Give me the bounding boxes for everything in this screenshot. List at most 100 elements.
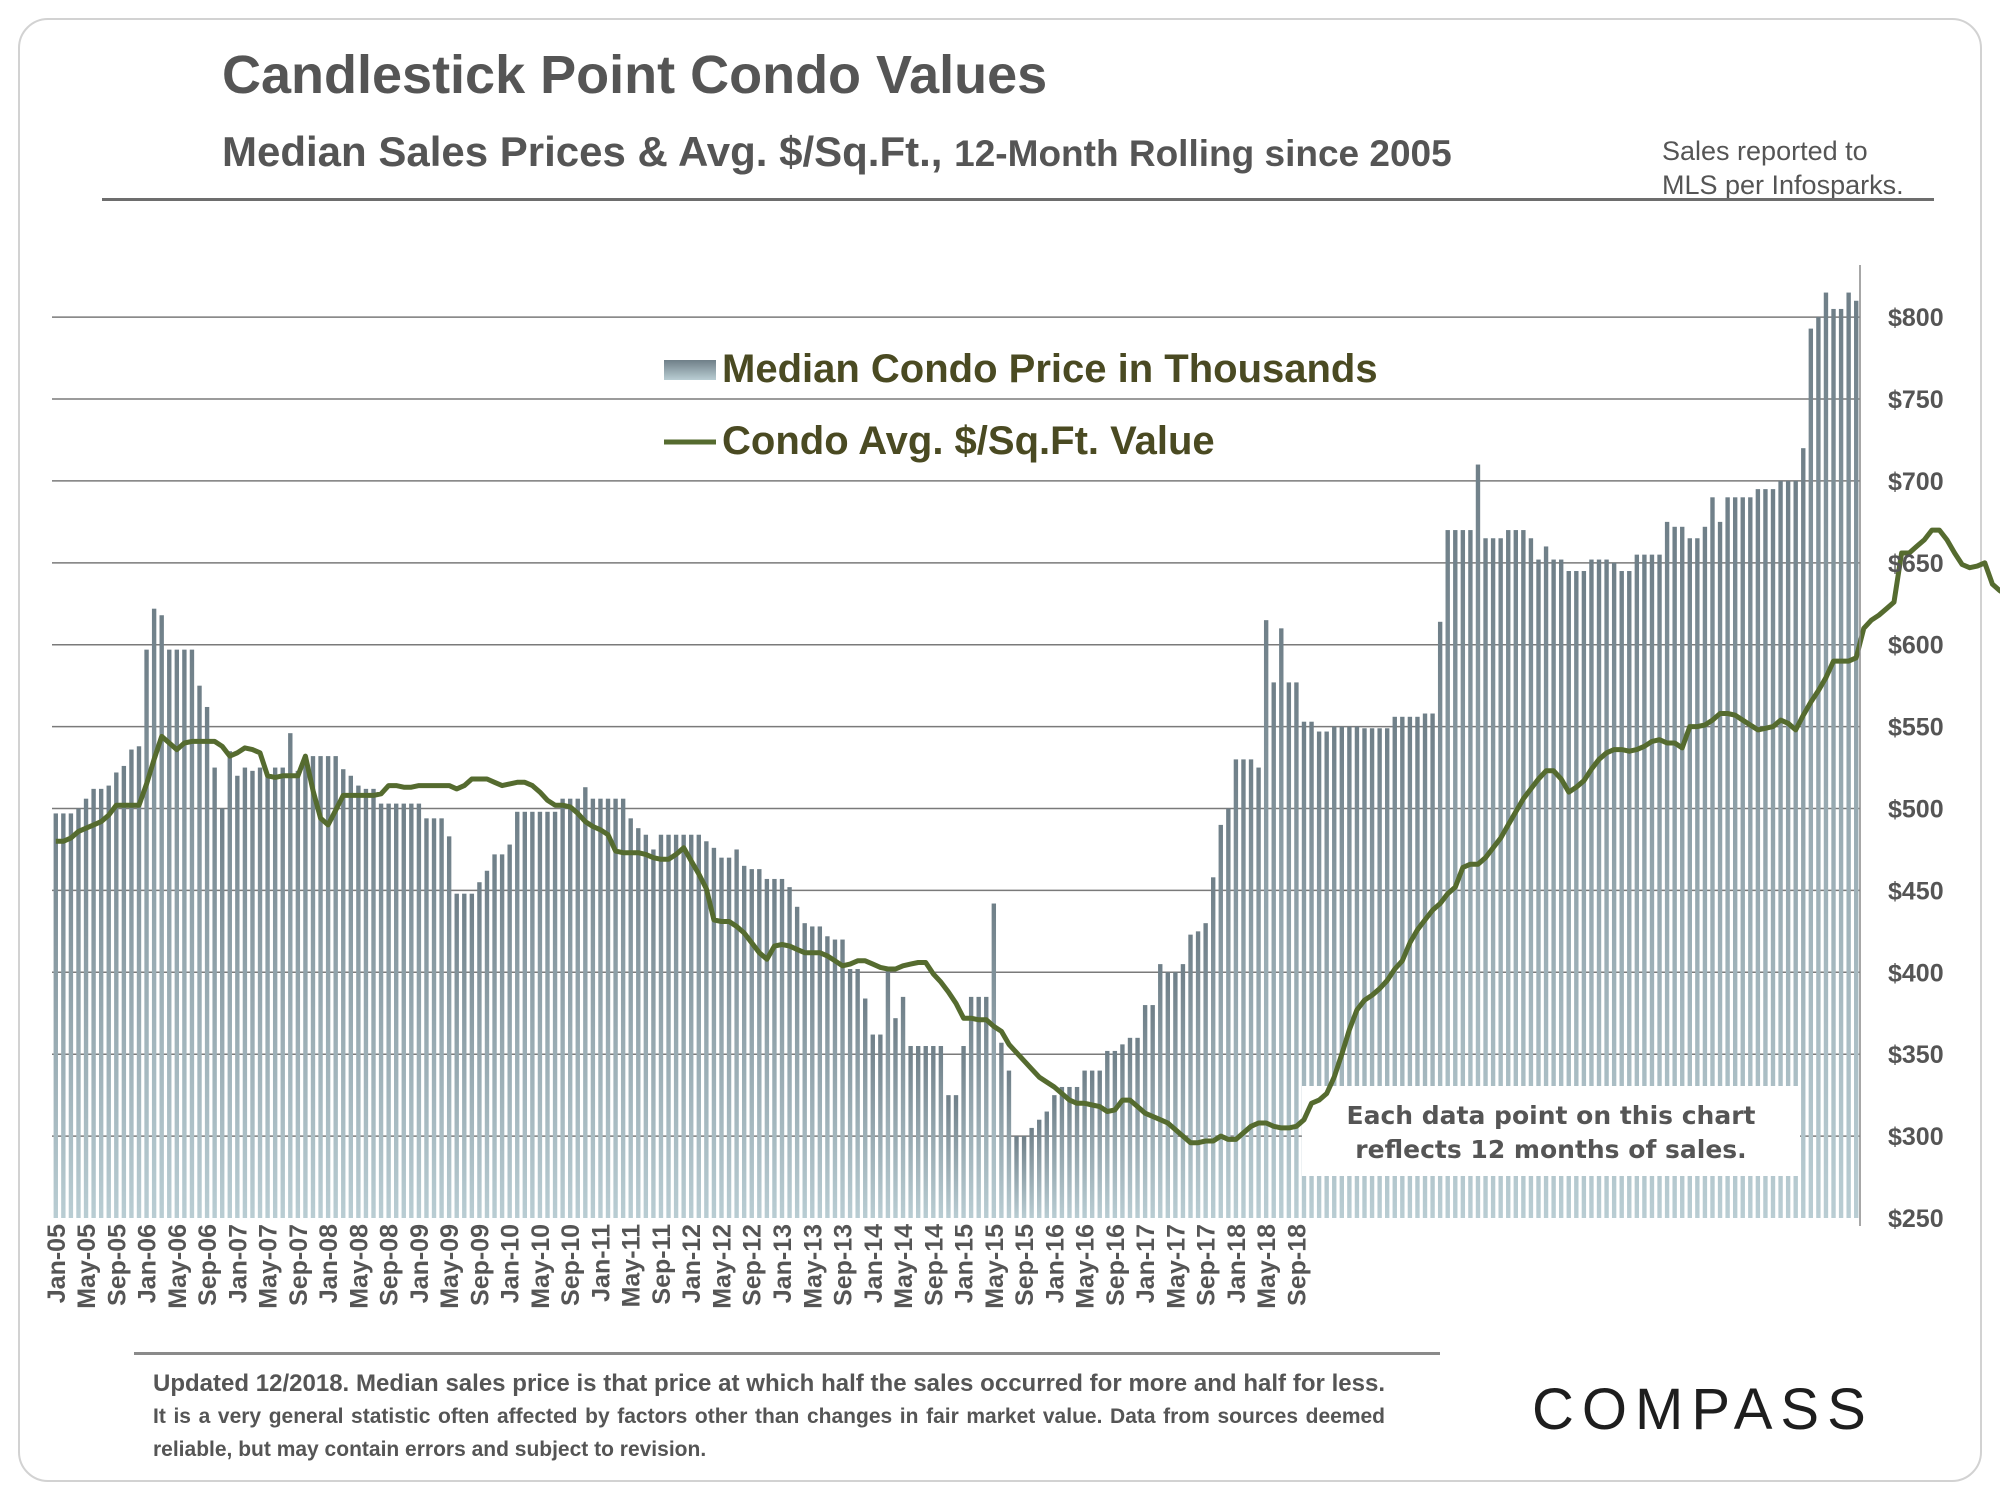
bar-85 (696, 834, 701, 1218)
bar-189 (1483, 538, 1488, 1218)
x-tick-label-12: Jan-09 (406, 1224, 434, 1303)
bar-82 (673, 834, 679, 1218)
bar-218 (1702, 526, 1708, 1218)
bar-140 (1112, 1050, 1118, 1218)
bar-138 (1097, 1070, 1102, 1218)
bar-133 (1059, 1086, 1065, 1218)
bar-211 (1649, 554, 1655, 1218)
x-tick-label-5: Sep-06 (194, 1224, 222, 1306)
bar-32 (295, 770, 301, 1218)
bar-220 (1717, 521, 1723, 1218)
y-tick-label-400: $400 (1888, 959, 1944, 987)
bar-10 (129, 749, 134, 1218)
bar-159 (1256, 767, 1261, 1218)
bar-202 (1581, 571, 1587, 1218)
bar-100 (810, 926, 815, 1218)
bar-212 (1657, 554, 1662, 1218)
bar-33 (303, 759, 308, 1218)
bar-6 (98, 788, 104, 1218)
x-tick-label-38: Sep-17 (1193, 1224, 1221, 1306)
bar-178 (1400, 716, 1405, 1218)
bar-130 (1037, 1119, 1042, 1218)
bar-129 (1029, 1127, 1034, 1218)
bar-110 (885, 969, 891, 1218)
bar-111 (893, 1018, 898, 1218)
bar-51 (439, 818, 444, 1218)
bar-101 (817, 926, 823, 1218)
bar-142 (1127, 1037, 1133, 1218)
bar-57 (484, 870, 490, 1218)
bar-75 (620, 798, 626, 1218)
bar-121 (968, 996, 974, 1218)
x-tick-label-16: May-10 (527, 1224, 555, 1309)
bar-143 (1135, 1037, 1140, 1218)
bar-209 (1634, 554, 1640, 1218)
bar-19 (197, 685, 202, 1218)
bar-2 (68, 813, 74, 1218)
annotation-layer: Each data point on this chart reflects 1… (1302, 1086, 1800, 1176)
x-tick-label-9: Jan-08 (315, 1224, 343, 1303)
bar-151 (1195, 931, 1201, 1218)
bar-4 (83, 798, 89, 1218)
bar-73 (605, 798, 611, 1218)
bar-154 (1218, 824, 1223, 1218)
bar-161 (1271, 682, 1276, 1218)
bar-29 (272, 767, 278, 1218)
bar-118 (946, 1095, 951, 1218)
chart-frame (18, 18, 1982, 1482)
y-tick-label-550: $550 (1888, 714, 1944, 742)
bar-139 (1105, 1050, 1110, 1218)
x-tick-label-24: Jan-13 (769, 1224, 797, 1303)
y-tick-label-650: $650 (1888, 550, 1944, 578)
x-tick-label-11: Sep-08 (376, 1224, 404, 1306)
bar-120 (961, 1046, 966, 1218)
bar-127 (1014, 1136, 1019, 1218)
bar-198 (1551, 559, 1556, 1218)
bar-236 (1838, 308, 1844, 1219)
bar-5 (91, 788, 96, 1218)
bar-43 (378, 803, 384, 1218)
x-tick-label-0: Jan-05 (43, 1224, 71, 1303)
bar-135 (1074, 1086, 1080, 1218)
bar-56 (477, 882, 482, 1218)
bar-226 (1763, 489, 1768, 1218)
bar-234 (1823, 292, 1829, 1218)
bar-134 (1067, 1086, 1072, 1218)
bar-96 (779, 878, 785, 1218)
bar-0 (53, 813, 58, 1218)
bar-125 (999, 1042, 1004, 1218)
bar-128 (1021, 1136, 1027, 1218)
bar-152 (1203, 923, 1208, 1218)
bar-203 (1589, 559, 1594, 1218)
bar-78 (643, 834, 649, 1218)
y-tick-label-800: $800 (1888, 304, 1944, 332)
bar-232 (1808, 328, 1814, 1218)
bar-17 (182, 649, 187, 1218)
x-tick-label-8: Sep-07 (285, 1224, 313, 1306)
bar-95 (772, 878, 777, 1218)
bar-223 (1740, 497, 1745, 1219)
bar-126 (1006, 1070, 1012, 1218)
bar-205 (1604, 559, 1609, 1218)
x-tick-label-18: Jan-11 (588, 1224, 616, 1302)
bar-92 (749, 869, 754, 1218)
bar-42 (371, 788, 376, 1218)
bar-145 (1150, 1005, 1155, 1218)
bar-175 (1377, 728, 1382, 1218)
bar-171 (1347, 726, 1352, 1218)
bar-181 (1422, 713, 1428, 1218)
bar-81 (666, 834, 671, 1218)
line-layer (55, 527, 2000, 1146)
bar-11 (136, 746, 142, 1218)
y-tick-label-700: $700 (1888, 468, 1944, 496)
bar-187 (1468, 530, 1473, 1218)
subtitle-main: Median Sales Prices & Avg. $/Sq.Ft., (222, 128, 955, 175)
x-tick-label-6: Jan-07 (224, 1224, 252, 1303)
bar-69 (575, 798, 580, 1218)
bar-137 (1089, 1070, 1095, 1218)
annotation-line-1: Each data point on this chart (1347, 1101, 1756, 1130)
bar-102 (825, 936, 830, 1218)
x-tick-label-21: Jan-12 (678, 1224, 706, 1303)
bar-196 (1536, 559, 1541, 1218)
